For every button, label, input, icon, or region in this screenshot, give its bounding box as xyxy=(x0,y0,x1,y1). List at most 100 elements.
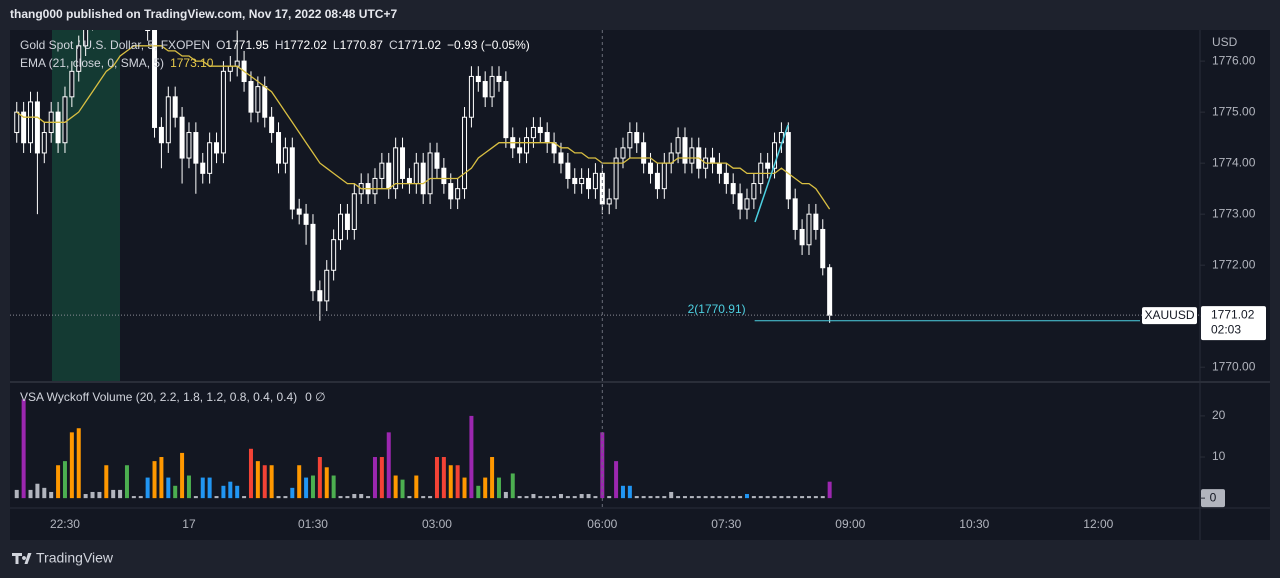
volume-bar xyxy=(221,485,226,499)
volume-bar xyxy=(455,465,460,499)
volume-bar xyxy=(304,477,309,499)
ohlc-key: H xyxy=(275,38,284,52)
volume-bar xyxy=(83,494,88,499)
volume-bar xyxy=(703,496,708,499)
volume-bar xyxy=(379,457,384,499)
candle-body xyxy=(165,96,171,144)
candle-body xyxy=(737,193,743,210)
volume-bar xyxy=(696,496,701,499)
candle-body xyxy=(565,162,571,179)
volume-bar xyxy=(744,494,749,499)
volume-bar xyxy=(738,496,743,499)
candle-body xyxy=(338,213,344,241)
ohlc: O1771.95 H1772.02 L1770.87 C1771.02 xyxy=(216,38,441,52)
volume-bar xyxy=(634,496,639,499)
candle-body xyxy=(820,228,826,269)
candle-body xyxy=(400,147,406,179)
ema-name: EMA (21, close, 0, SMA, 5) xyxy=(20,56,164,70)
candle-body xyxy=(351,193,357,230)
brand: TradingView xyxy=(36,550,114,566)
candle-body xyxy=(785,132,791,200)
x-tick-label: 10:30 xyxy=(959,517,989,531)
candle-body xyxy=(179,116,185,159)
volume-bar xyxy=(207,477,212,499)
volume-bar xyxy=(21,399,26,499)
candle-body xyxy=(158,126,164,144)
candle-body xyxy=(627,132,633,149)
candle-body xyxy=(586,177,592,190)
volume-bar xyxy=(317,457,322,499)
volume-bar xyxy=(579,494,584,499)
candle-body xyxy=(372,177,378,195)
price-pane xyxy=(14,30,833,323)
countdown: 02:03 xyxy=(1211,322,1241,336)
candle-body xyxy=(634,132,640,144)
volume-bar xyxy=(462,477,467,499)
volume-bar xyxy=(255,461,260,499)
candle-body xyxy=(620,147,626,159)
candle-body xyxy=(723,172,729,185)
x-tick-label: 17 xyxy=(182,517,196,531)
candle-body xyxy=(317,290,323,302)
candle-body xyxy=(14,111,20,134)
ohlc-value: 1772.02 xyxy=(283,38,327,52)
y-tick-label: 1775.00 xyxy=(1212,104,1256,118)
volume-bar xyxy=(276,496,281,499)
volume-bar xyxy=(159,457,164,499)
candle-body xyxy=(310,223,316,292)
volume-bar xyxy=(269,465,274,499)
volume-bar xyxy=(366,496,371,499)
candle-body xyxy=(200,162,206,174)
candle-body xyxy=(406,177,412,185)
volume-bar xyxy=(786,496,791,499)
volume-title: VSA Wyckoff Volume (20, 2.2, 1.8, 1.2, 0… xyxy=(20,390,297,404)
candle-body xyxy=(730,183,736,195)
candle-body xyxy=(455,188,461,200)
volume-bar xyxy=(806,496,811,499)
currency: USD xyxy=(1212,35,1238,49)
volume-bar xyxy=(359,494,364,499)
candle-body xyxy=(682,137,688,164)
candle-body xyxy=(751,183,757,200)
candle-body xyxy=(269,116,275,134)
candle-body xyxy=(331,239,337,271)
candle-body xyxy=(462,116,468,190)
volume-bar xyxy=(614,461,619,499)
candle-body xyxy=(641,142,647,164)
candle-body xyxy=(379,162,385,179)
volume-bar xyxy=(400,479,405,499)
volume-bar xyxy=(338,496,343,499)
volume-bar xyxy=(620,485,625,499)
volume-bar xyxy=(827,481,832,499)
volume-bar xyxy=(490,457,495,499)
volume-bar xyxy=(62,461,67,499)
volume-bar xyxy=(779,496,784,499)
volume-bar xyxy=(496,477,501,499)
publish-info: thang000 published on TradingView.com, N… xyxy=(10,7,397,21)
volume-bar xyxy=(607,496,612,499)
volume-bar xyxy=(352,494,357,499)
volume-bar xyxy=(248,448,253,499)
legend-ema: EMA (21, close, 0, SMA, 5) 1773.10 xyxy=(20,56,214,70)
candle-body xyxy=(517,147,523,154)
volume-bar xyxy=(669,491,674,499)
volume-bar xyxy=(186,475,191,499)
y-tick-label: 1776.00 xyxy=(1212,53,1256,67)
candle-body xyxy=(675,137,681,154)
volume-bar xyxy=(393,475,398,499)
candle-body xyxy=(83,30,89,47)
volume-bar xyxy=(565,496,570,499)
volume-bar xyxy=(655,496,660,499)
volume-bar xyxy=(14,489,19,499)
volume-bar xyxy=(421,496,426,499)
volume-bar xyxy=(214,496,219,499)
candle-body xyxy=(648,162,654,174)
volume-pane xyxy=(14,399,832,499)
candle-body xyxy=(475,75,481,83)
last-price: 1771.02 xyxy=(1211,307,1255,321)
candle-body xyxy=(289,147,295,210)
volume-bar xyxy=(76,428,81,499)
candle-body xyxy=(296,208,302,215)
volume-bar xyxy=(538,496,543,499)
x-tick-label: 01:30 xyxy=(298,517,328,531)
